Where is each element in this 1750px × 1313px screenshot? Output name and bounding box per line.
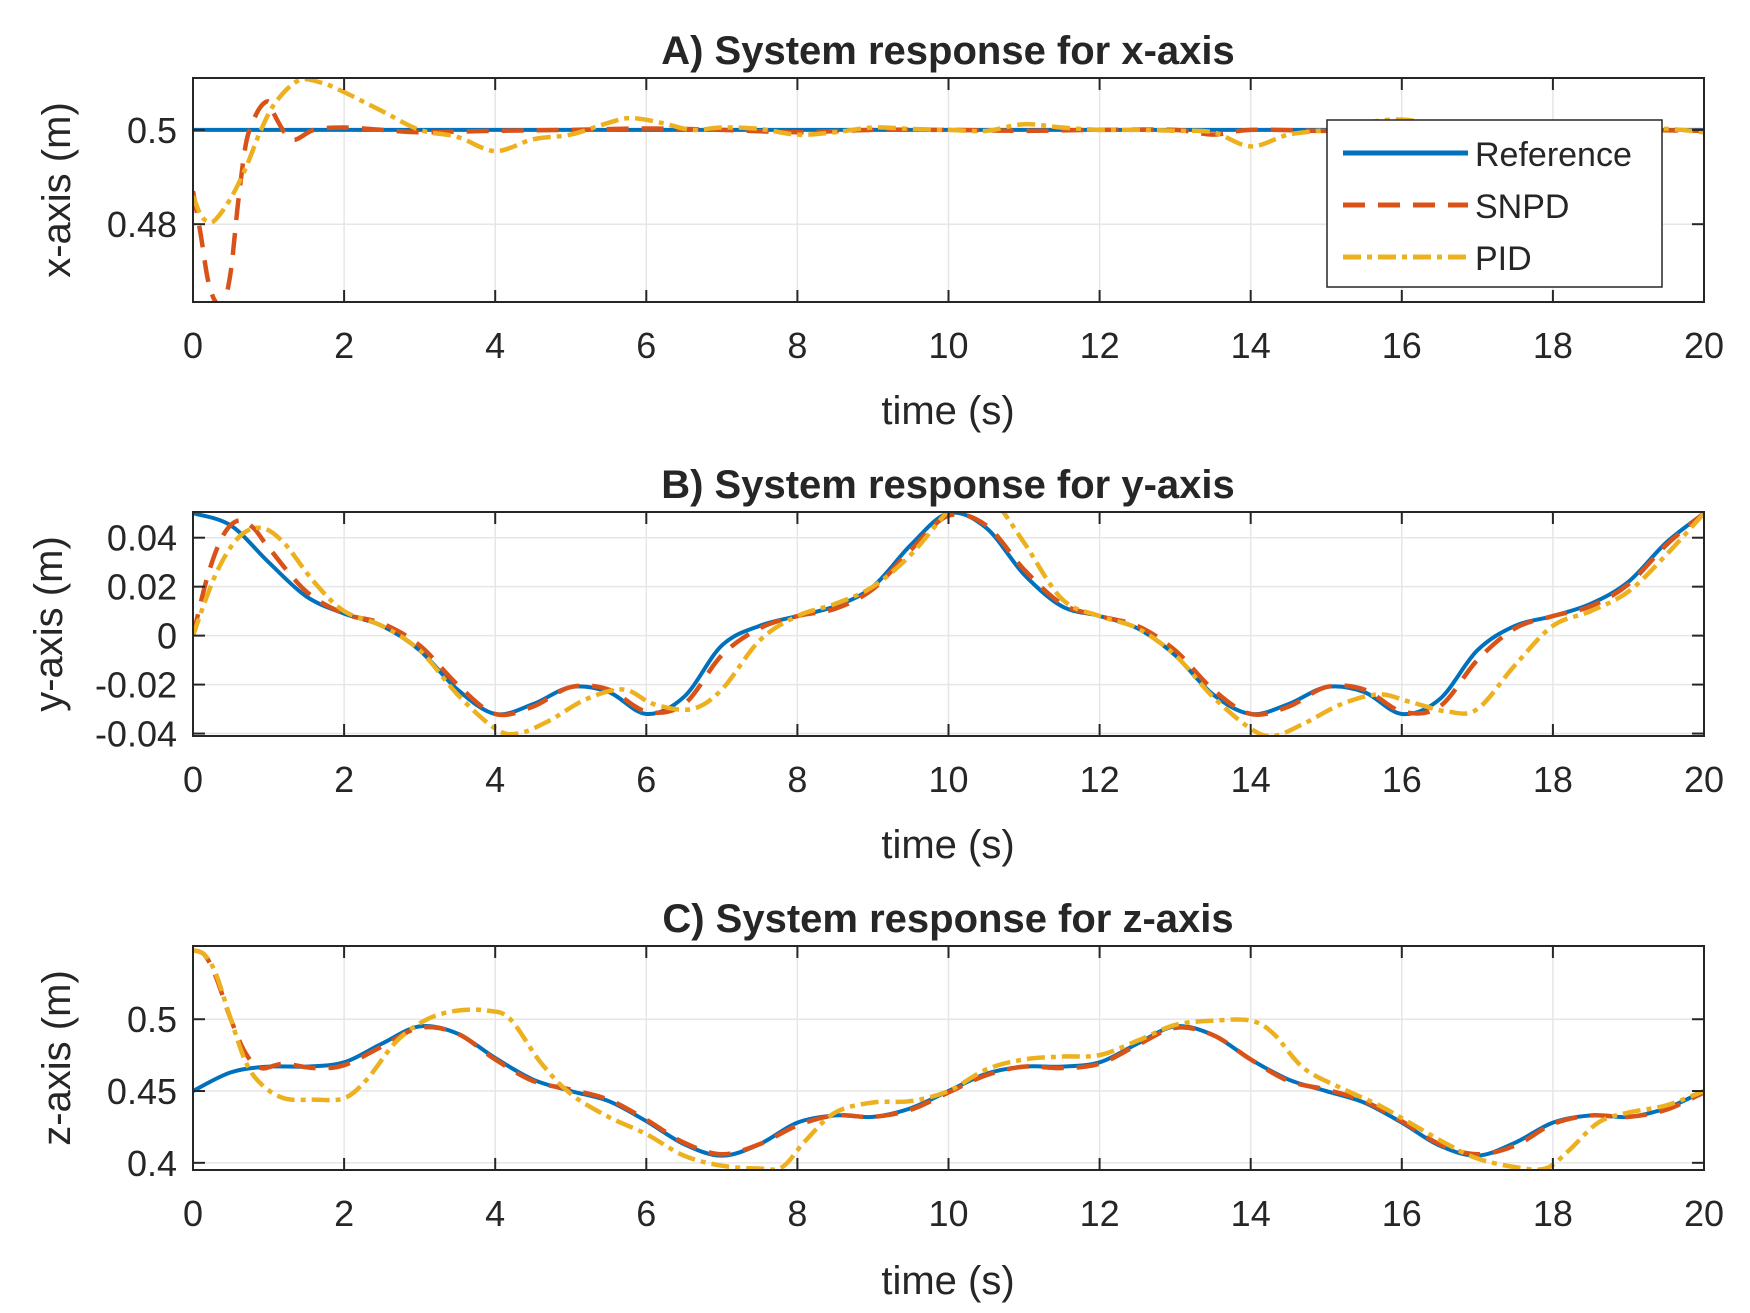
y-axis-label: z-axis (m) — [35, 970, 79, 1146]
x-tick-label: 16 — [1382, 325, 1422, 366]
x-tick-label: 0 — [183, 1193, 203, 1234]
y-tick-label: 0.45 — [107, 1071, 177, 1112]
y-axis-label: x-axis (m) — [35, 102, 79, 278]
x-ticks: 0 2 4 6 8 10 12 14 16 18 20 — [183, 512, 1724, 800]
panel-y-axis: B) System response for y-axis 0 2 4 6 8 10 12 1… — [27, 463, 1724, 867]
x-tick-label: 12 — [1080, 759, 1120, 800]
y-ticks: -0.04 -0.02 0 0.02 0.04 — [95, 518, 1704, 755]
y-tick-label: -0.04 — [95, 714, 177, 755]
series-line-snpd — [193, 948, 1704, 1157]
x-tick-label: 2 — [334, 759, 354, 800]
x-tick-label: 8 — [787, 1193, 807, 1234]
x-tick-label: 0 — [183, 759, 203, 800]
y-tick-label: 0.5 — [127, 110, 177, 151]
x-tick-label: 12 — [1080, 325, 1120, 366]
panel-title: A) System response for x-axis — [661, 29, 1235, 73]
series-line-pid — [193, 512, 1704, 736]
x-tick-label: 14 — [1231, 325, 1271, 366]
y-ticks: 0.4 0.45 0.5 — [107, 999, 1704, 1184]
x-ticks: 0 2 4 6 8 10 12 14 16 18 20 — [183, 946, 1724, 1234]
y-axis-label: y-axis (m) — [27, 536, 71, 712]
x-tick-label: 10 — [928, 759, 968, 800]
legend-label-pid: PID — [1475, 240, 1532, 278]
y-ticks: 0.48 0.5 — [107, 110, 1704, 245]
x-axis-label: time (s) — [881, 823, 1014, 867]
x-tick-label: 18 — [1533, 1193, 1573, 1234]
x-tick-label: 20 — [1684, 759, 1724, 800]
x-tick-label: 16 — [1382, 1193, 1422, 1234]
y-tick-label: 0.5 — [127, 999, 177, 1040]
series-line-pid — [193, 948, 1704, 1170]
x-tick-label: 2 — [334, 325, 354, 366]
x-tick-label: 10 — [928, 1193, 968, 1234]
x-tick-label: 20 — [1684, 325, 1724, 366]
grid — [192, 512, 1705, 736]
x-tick-label: 8 — [787, 325, 807, 366]
x-tick-label: 6 — [636, 759, 656, 800]
y-tick-label: 0.48 — [107, 204, 177, 245]
x-tick-label: 18 — [1533, 759, 1573, 800]
x-tick-label: 20 — [1684, 1193, 1724, 1234]
x-tick-label: 0 — [183, 325, 203, 366]
y-tick-label: 0.02 — [107, 567, 177, 608]
x-tick-label: 10 — [928, 325, 968, 366]
x-tick-label: 6 — [636, 325, 656, 366]
x-tick-label: 4 — [485, 325, 505, 366]
panel-z-axis: C) System response for z-axis 0 2 4 6 8 10 12 1… — [35, 897, 1724, 1303]
x-tick-label: 14 — [1231, 1193, 1271, 1234]
y-tick-label: 0.04 — [107, 518, 177, 559]
x-tick-label: 4 — [485, 759, 505, 800]
x-axis-label: time (s) — [881, 389, 1014, 433]
panel-title: C) System response for z-axis — [662, 897, 1233, 941]
x-tick-label: 18 — [1533, 325, 1573, 366]
x-tick-label: 2 — [334, 1193, 354, 1234]
x-tick-label: 16 — [1382, 759, 1422, 800]
y-tick-label: 0.4 — [127, 1143, 177, 1184]
grid — [192, 946, 1705, 1170]
legend: Reference SNPD PID — [1326, 119, 1663, 288]
y-tick-label: -0.02 — [95, 665, 177, 706]
x-ticks: 0 2 4 6 8 10 12 14 16 18 20 — [183, 78, 1724, 366]
legend-label-snpd: SNPD — [1475, 188, 1569, 226]
x-tick-label: 14 — [1231, 759, 1271, 800]
x-tick-label: 4 — [485, 1193, 505, 1234]
legend-label-reference: Reference — [1475, 136, 1632, 174]
panel-title: B) System response for y-axis — [661, 463, 1235, 507]
x-tick-label: 12 — [1080, 1193, 1120, 1234]
series-line-snpd — [193, 99, 1704, 302]
panel-x-axis: A) System response for x-axis 0 2 4 6 8 10 12 1… — [35, 29, 1724, 433]
x-tick-label: 8 — [787, 759, 807, 800]
x-tick-label: 6 — [636, 1193, 656, 1234]
x-axis-label: time (s) — [881, 1259, 1014, 1303]
y-tick-label: 0 — [157, 616, 177, 657]
series-layer — [193, 948, 1704, 1170]
